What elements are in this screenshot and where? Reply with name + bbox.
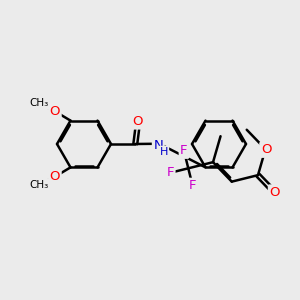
Text: H: H (160, 147, 168, 157)
Text: O: O (50, 105, 60, 118)
Text: F: F (189, 179, 196, 192)
Text: CH₃: CH₃ (30, 98, 49, 108)
Text: F: F (180, 144, 188, 157)
Text: F: F (167, 166, 174, 179)
Text: O: O (50, 170, 60, 183)
Text: CH₃: CH₃ (30, 180, 49, 190)
Text: O: O (133, 115, 143, 128)
Text: O: O (261, 143, 271, 156)
Text: O: O (269, 186, 280, 199)
Text: N: N (153, 139, 163, 152)
